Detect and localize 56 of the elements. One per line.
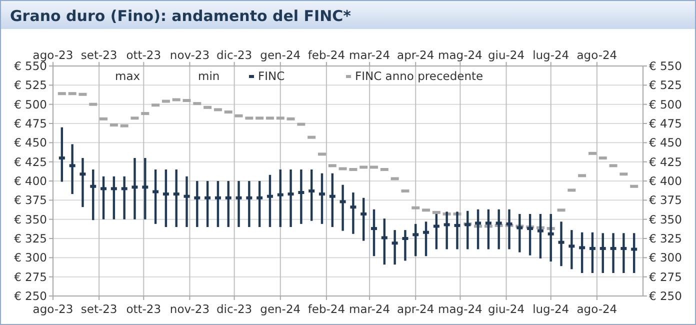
x-tick-label: ago-24	[576, 48, 618, 62]
x-tick-label: set-23	[80, 48, 118, 62]
y2-tick-label: € 550	[649, 59, 682, 74]
y-tick-label: € 250	[14, 289, 47, 304]
x-tick-label: giu-24	[488, 48, 525, 62]
y2-tick-label: € 375	[649, 193, 682, 208]
x2-tick-label: giu-24	[488, 302, 525, 316]
annotation: max	[115, 69, 140, 83]
x2-tick-label: mar-24	[349, 302, 390, 316]
x2-tick-label: dic-23	[216, 302, 252, 316]
x2-tick-label: ago-23	[32, 302, 74, 316]
y-tick-label: € 450	[14, 136, 47, 150]
y-tick-label: € 475	[14, 116, 47, 131]
x-tick-label: gen-24	[260, 48, 301, 62]
y-tick-label: € 525	[14, 78, 47, 92]
y2-tick-label: € 325	[649, 232, 682, 246]
y2-tick-label: € 275	[649, 270, 682, 284]
legend-label: FINC	[258, 69, 285, 83]
y-tick-label: € 400	[14, 174, 47, 188]
x2-tick-label: mag-24	[438, 302, 482, 316]
x-tick-label: lug-24	[532, 48, 570, 62]
x-tick-label: ott-23	[126, 48, 162, 62]
x-tick-label: feb-24	[308, 48, 346, 62]
x-tick-label: mag-24	[438, 48, 482, 62]
annotation: min	[198, 69, 220, 83]
y2-tick-label: € 525	[649, 78, 682, 92]
x-tick-label: mar-24	[349, 48, 390, 62]
x2-tick-label: apr-24	[397, 302, 434, 316]
y2-tick-label: € 475	[649, 116, 682, 131]
x2-tick-label: nov-23	[170, 302, 210, 316]
y2-tick-label: € 350	[649, 212, 682, 226]
y-tick-label: € 500	[14, 97, 47, 112]
x-tick-label: ago-23	[32, 48, 74, 62]
x2-tick-label: ago-24	[576, 302, 618, 316]
y2-tick-label: € 250	[649, 289, 682, 304]
x2-tick-label: set-23	[80, 302, 118, 316]
x2-tick-label: ott-23	[126, 302, 162, 316]
y2-tick-label: € 500	[649, 97, 682, 112]
y2-tick-label: € 425	[649, 154, 682, 169]
x-tick-label: dic-23	[216, 48, 252, 62]
y-tick-label: € 275	[14, 270, 47, 284]
x2-tick-label: lug-24	[532, 302, 570, 316]
y-tick-label: € 325	[14, 232, 47, 246]
x2-tick-label: feb-24	[308, 302, 346, 316]
chart-title: Grano duro (Fino): andamento del FINC*	[10, 7, 352, 25]
x-tick-label: nov-23	[170, 48, 210, 62]
y-tick-label: € 350	[14, 212, 47, 226]
x2-tick-label: gen-24	[260, 302, 301, 316]
y2-tick-label: € 300	[649, 250, 682, 265]
y2-tick-label: € 400	[649, 174, 682, 188]
x-tick-label: apr-24	[397, 48, 434, 62]
y-tick-label: € 375	[14, 193, 47, 208]
y-tick-label: € 425	[14, 154, 47, 169]
y2-tick-label: € 450	[649, 136, 682, 150]
legend-label: FINC anno precedente	[355, 69, 484, 83]
y-tick-label: € 300	[14, 250, 47, 265]
